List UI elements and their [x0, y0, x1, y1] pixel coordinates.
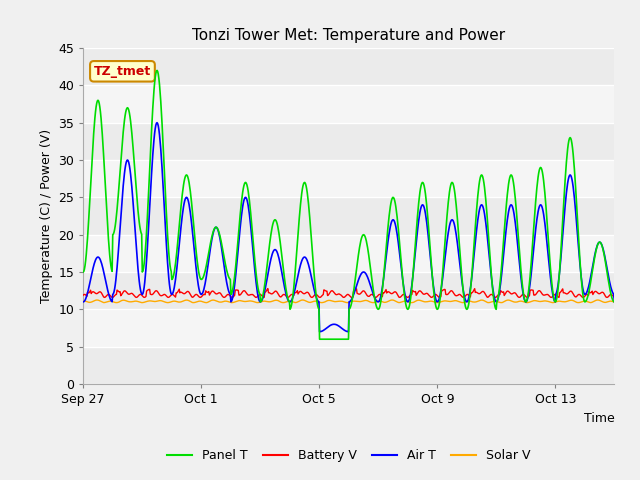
Bar: [83, 197, 614, 235]
Legend: Panel T, Battery V, Air T, Solar V: Panel T, Battery V, Air T, Solar V: [163, 444, 535, 467]
Bar: [83, 48, 614, 85]
Bar: [83, 347, 614, 384]
Title: Tonzi Tower Met: Temperature and Power: Tonzi Tower Met: Temperature and Power: [192, 28, 506, 43]
Bar: [83, 85, 614, 123]
Bar: [83, 309, 614, 347]
Bar: [83, 160, 614, 197]
Bar: [83, 235, 614, 272]
Y-axis label: Temperature (C) / Power (V): Temperature (C) / Power (V): [40, 129, 52, 303]
X-axis label: Time: Time: [584, 411, 614, 425]
Text: TZ_tmet: TZ_tmet: [94, 65, 151, 78]
Bar: [83, 123, 614, 160]
Bar: [83, 272, 614, 309]
